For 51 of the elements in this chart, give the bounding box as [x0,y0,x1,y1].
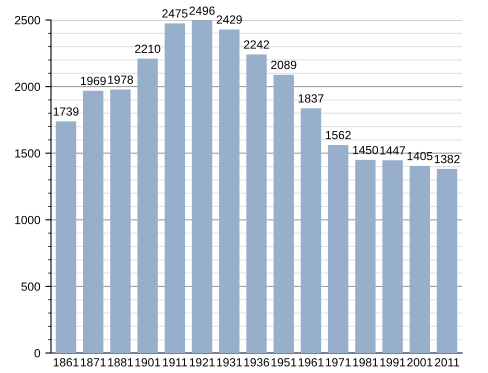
y-tick-label: 2000 [14,82,40,91]
x-tick-label: 2011 [434,358,460,367]
data-label: 1447 [380,146,406,154]
bar [382,160,403,353]
x-tick-label: 2001 [407,358,432,367]
data-label: 1450 [353,146,378,154]
bar [300,108,322,353]
data-label: 2475 [162,9,188,18]
x-tick-label: 1951 [271,358,296,367]
bar [164,23,186,353]
x-tick-label: 1971 [326,358,351,367]
bar [137,58,158,353]
data-label: 1382 [434,154,460,164]
y-tick-label: 1000 [15,216,40,224]
data-label: 2429 [216,15,242,24]
bar [410,166,430,353]
x-tick-label: 1931 [217,358,242,367]
x-tick-label: 1871 [80,358,106,367]
x-tick-label: 1911 [163,358,187,367]
bar [355,160,376,353]
data-label: 1405 [408,152,432,160]
x-tick-label: 1861 [54,358,79,367]
bar [328,144,348,353]
y-tick-label: 0 [34,349,40,358]
data-label: 1739 [54,107,79,116]
data-label: 2210 [135,44,160,53]
x-tick-label: 1921 [190,358,215,367]
data-label: 1969 [80,76,106,86]
x-tick-label: 1901 [135,358,160,367]
x-tick-label: 1981 [353,358,378,367]
bar [246,54,267,353]
bar [274,74,294,353]
data-label: 1837 [298,94,324,103]
bar [219,29,240,353]
x-tick-label: 1881 [108,358,133,367]
data-label: 1978 [108,76,134,84]
data-label: 2242 [244,40,270,49]
x-tick-label: 1936 [244,358,270,367]
bar [56,121,76,353]
bar [110,90,131,353]
bar [192,20,212,353]
y-tick-label: 500 [21,282,40,291]
y-tick-label: 1500 [15,149,40,158]
data-label: 2089 [271,60,296,70]
y-tick-label: 2500 [14,16,40,24]
data-label: 1562 [326,130,351,140]
data-label: 2496 [190,6,215,15]
x-tick-label: 1961 [298,358,324,367]
bar [82,90,104,353]
bar [436,168,458,353]
x-tick-label: 1991 [380,358,406,367]
